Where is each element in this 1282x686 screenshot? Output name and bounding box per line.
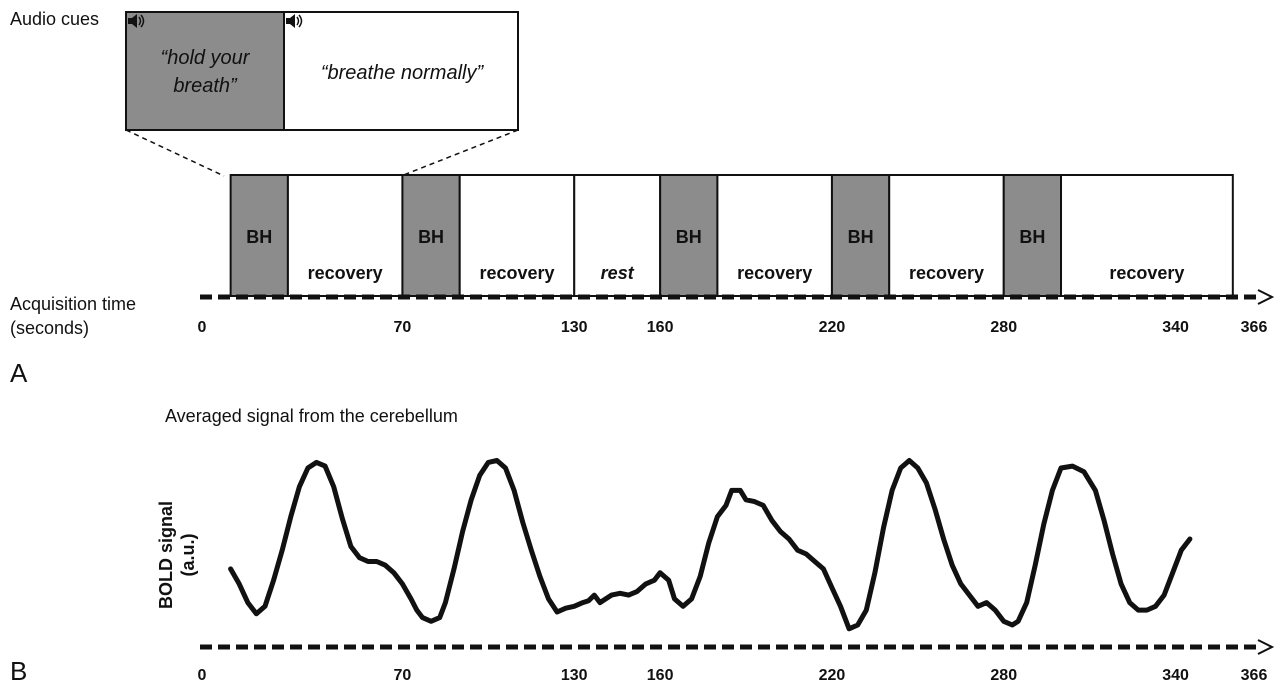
axis-a-tick-label: 160 xyxy=(647,319,674,336)
panel-letter-b: B xyxy=(10,656,27,686)
axis-b-tick-label: 160 xyxy=(647,667,674,684)
axis-b-tick-label: 70 xyxy=(394,667,412,684)
axis-a-tick-label: 366 xyxy=(1241,319,1268,336)
block-recovery xyxy=(716,174,833,297)
axis-arrow-a xyxy=(1257,289,1275,305)
audio-cues-label: Audio cues xyxy=(10,9,99,29)
block-rest xyxy=(573,174,662,297)
bold-signal-line xyxy=(228,458,1193,632)
acq-label-line1: Acquisition time xyxy=(10,294,136,314)
acq-label-line2: (seconds) xyxy=(10,318,89,338)
ticks-a: 0 70 130 160 220 280 340 366 xyxy=(198,319,1268,336)
block-bh xyxy=(1002,174,1063,297)
cue-breathe-text: “breathe normally” xyxy=(321,62,485,84)
axis-b-tick-label: 280 xyxy=(990,667,1017,684)
axis-a-tick-label: 0 xyxy=(198,319,207,336)
y-axis-label: BOLD signal (a.u.) xyxy=(156,501,198,609)
chart-title: Averaged signal from the cerebellum xyxy=(165,406,458,426)
block-recovery xyxy=(1060,174,1234,297)
speaker-icon xyxy=(286,14,303,28)
cue-hold-line1: “hold your xyxy=(161,47,251,69)
cue-breathe-box xyxy=(283,11,519,131)
block-label: rest xyxy=(601,263,635,283)
block-label: BH xyxy=(676,227,702,247)
speaker-icon xyxy=(128,14,145,28)
block-label: recovery xyxy=(737,263,812,283)
axis-b-tick-label: 220 xyxy=(819,667,846,684)
block-label: BH xyxy=(418,227,444,247)
axis-b-tick-label: 0 xyxy=(198,667,207,684)
block-bh xyxy=(659,174,719,297)
block-label: recovery xyxy=(308,263,383,283)
axis-a-tick-label: 280 xyxy=(990,319,1017,336)
block-label: recovery xyxy=(1109,263,1184,283)
block-label: BH xyxy=(1019,227,1045,247)
block-timeline: BH recovery BH recovery rest BH recovery BH reco… xyxy=(229,174,1234,297)
zoom-line-right xyxy=(400,129,519,177)
axis-a-tick-label: 130 xyxy=(561,319,588,336)
ylabel-line1: BOLD signal xyxy=(156,501,176,609)
axis-b-tick-label: 340 xyxy=(1162,667,1189,684)
axis-b-tick-label: 366 xyxy=(1241,667,1268,684)
block-bh xyxy=(830,174,891,297)
ticks-b: 0 70 130 160 220 280 340 366 xyxy=(198,667,1268,684)
ylabel-line2: (a.u.) xyxy=(178,533,198,576)
block-label: BH xyxy=(848,227,874,247)
block-label: recovery xyxy=(909,263,984,283)
axis-arrow-b xyxy=(1257,639,1275,655)
axis-b-tick-label: 130 xyxy=(561,667,588,684)
zoom-line-left xyxy=(125,129,225,177)
cue-hold-box xyxy=(125,11,285,131)
cue-hold-line2: breath” xyxy=(173,75,238,97)
axis-a-tick-label: 70 xyxy=(394,319,412,336)
block-label: BH xyxy=(246,227,272,247)
block-label: recovery xyxy=(479,263,554,283)
axis-a-tick-label: 340 xyxy=(1162,319,1189,336)
panel-letter-a: A xyxy=(10,358,28,388)
axis-a-tick-label: 220 xyxy=(819,319,846,336)
